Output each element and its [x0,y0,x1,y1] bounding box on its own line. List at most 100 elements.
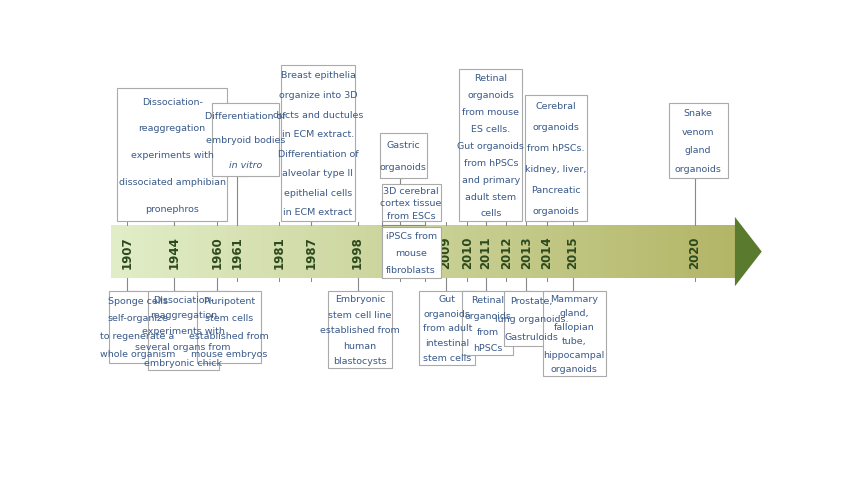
FancyBboxPatch shape [281,66,355,222]
Bar [532,226,537,278]
Bar [573,226,579,278]
Text: ES cells.: ES cells. [471,124,510,134]
Text: Retinal: Retinal [474,74,508,83]
Bar [304,226,309,278]
Bar [454,226,459,278]
Text: and primary: and primary [462,175,520,184]
Bar [356,226,361,278]
Bar [138,226,143,278]
Bar [226,226,231,278]
Bar [247,226,252,278]
Text: Gut organoids: Gut organoids [458,142,524,150]
Text: 2008: 2008 [418,236,431,268]
Bar [174,226,179,278]
Bar [392,226,397,278]
Bar [537,226,542,278]
Text: Retinal: Retinal [471,295,504,304]
Text: Mammary: Mammary [550,294,598,303]
Text: stem cells: stem cells [423,353,471,362]
Bar [298,226,304,278]
Bar [335,226,340,278]
Text: Dissociation-: Dissociation- [142,98,202,106]
Bar [428,226,433,278]
Bar [465,226,470,278]
Bar [699,226,704,278]
Bar [376,226,381,278]
Text: from adult: from adult [423,324,472,333]
Bar [418,226,423,278]
Text: organoids: organoids [533,207,580,216]
Bar [527,226,532,278]
Text: cortex tissue: cortex tissue [381,199,442,208]
FancyBboxPatch shape [459,70,522,222]
Bar [516,226,522,278]
Bar [496,226,501,278]
Text: Pancreatic: Pancreatic [531,186,580,195]
Bar [668,226,673,278]
FancyBboxPatch shape [420,291,476,365]
Bar [423,226,428,278]
Text: 2015: 2015 [567,236,580,268]
Bar [647,226,652,278]
Bar [720,226,725,278]
Text: Sponge cells: Sponge cells [107,296,168,305]
Bar [387,226,392,278]
Bar [112,226,117,278]
Text: venom: venom [682,127,714,136]
Bar [309,226,314,278]
Bar [663,226,668,278]
Text: several organs from: several organs from [136,342,231,351]
Text: organoids: organoids [424,309,471,318]
Bar [501,226,506,278]
Text: organoids: organoids [533,123,580,132]
Bar [350,226,356,278]
Bar [470,226,475,278]
Bar [558,226,563,278]
Bar [293,226,298,278]
Text: reaggregation: reaggregation [138,124,206,133]
Text: from mouse: from mouse [463,108,519,117]
Text: Breast epithelia: Breast epithelia [280,71,356,81]
Bar [132,226,138,278]
Bar [143,226,148,278]
Bar [381,226,387,278]
Text: stem cell line: stem cell line [329,310,392,319]
Bar [215,226,221,278]
Bar [324,226,330,278]
Text: intestinal: intestinal [426,338,470,347]
FancyBboxPatch shape [196,291,261,363]
Text: organoids: organoids [465,311,511,320]
Bar [637,226,642,278]
Bar [568,226,573,278]
Text: 1961: 1961 [230,236,243,268]
Bar [563,226,568,278]
Text: 1981: 1981 [272,236,285,268]
Bar [205,226,210,278]
Text: Pluripotent: Pluripotent [202,296,255,305]
Text: blastocysts: blastocysts [333,356,387,366]
Bar [579,226,584,278]
Bar [589,226,594,278]
Bar [345,226,350,278]
Text: 2009: 2009 [439,236,452,268]
Bar [340,226,345,278]
Text: hippocampal: hippocampal [543,350,605,360]
Text: Gastric: Gastric [386,141,420,149]
Bar [236,226,241,278]
Text: 1960: 1960 [210,236,223,268]
Bar [371,226,376,278]
Text: mouse: mouse [395,248,427,258]
Text: Embryonic: Embryonic [335,295,386,304]
Bar [189,226,195,278]
Bar [397,226,402,278]
Bar [169,226,174,278]
Text: organoids: organoids [551,365,598,373]
Polygon shape [735,218,762,286]
Text: from hPSCs.: from hPSCs. [527,144,585,153]
Bar [148,226,153,278]
Bar [475,226,480,278]
Text: organoids: organoids [675,165,721,174]
Text: lung organoids.: lung organoids. [495,314,568,323]
Text: 2013: 2013 [520,236,533,268]
Text: self-organize: self-organize [107,314,168,323]
